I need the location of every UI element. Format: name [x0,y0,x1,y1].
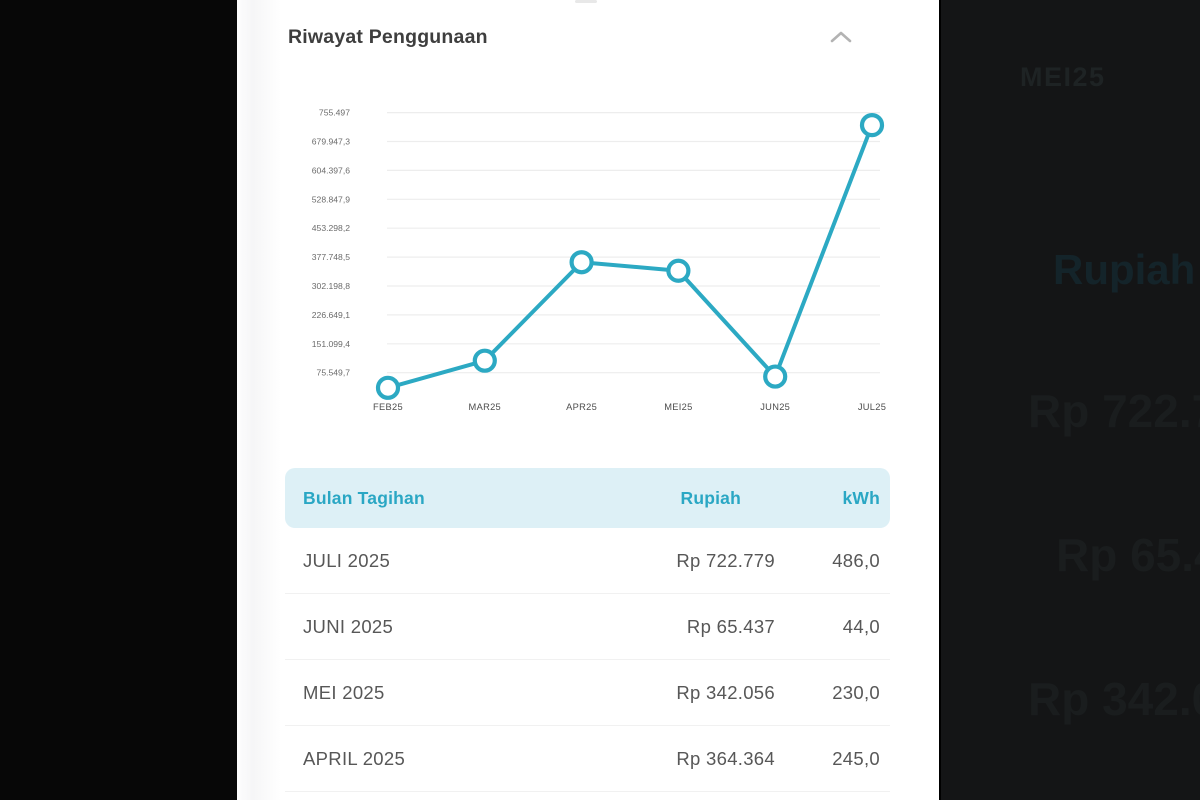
svg-text:377.748,5: 377.748,5 [312,252,350,262]
svg-text:151.099,4: 151.099,4 [312,339,350,349]
ghost-text: Rp 65.4 [1056,529,1200,581]
column-header-rupiah: Rupiah [680,487,741,508]
table-row[interactable]: JULI 2025 Rp 722.779 486,0 [285,528,890,594]
svg-text:MEI25: MEI25 [664,402,692,412]
svg-text:JUL25: JUL25 [858,402,886,412]
table-header-row: Bulan Tagihan Rupiah kWh [285,468,890,528]
cell-rupiah: Rp 65.437 [686,615,775,637]
ghost-text: Rp 342.0 [1028,673,1200,725]
svg-text:679.947,3: 679.947,3 [312,137,350,147]
cell-kwh: 245,0 [832,747,880,769]
table-row[interactable]: APRIL 2025 Rp 364.364 245,0 [285,726,890,792]
column-header-kwh: kWh [842,487,880,508]
cell-month: JUNI 2025 [303,615,394,637]
phone-screen: Riwayat Penggunaan 755.497 679.947,3 604.3… [237,0,939,800]
svg-text:JUN25: JUN25 [760,402,790,412]
svg-text:453.298,2: 453.298,2 [312,223,350,233]
svg-text:604.397,6: 604.397,6 [312,165,350,175]
svg-text:MAR25: MAR25 [469,402,502,412]
cell-month: APRIL 2025 [303,747,406,769]
svg-text:APR25: APR25 [566,402,597,412]
usage-line-chart: 755.497 679.947,3 604.397,6 528.847,9 453.29… [312,108,886,412]
svg-text:FEB25: FEB25 [373,402,403,412]
billing-history-table: Bulan Tagihan Rupiah kWh JULI 2025 Rp 72… [285,468,890,792]
cell-rupiah: Rp 722.779 [676,549,775,571]
cell-month: JULI 2025 [303,549,391,571]
svg-text:755.497: 755.497 [319,108,350,118]
svg-text:226.649,1: 226.649,1 [312,310,350,320]
usage-chart-container: 755.497 679.947,3 604.397,6 528.847,9 453.29… [292,96,888,422]
cell-rupiah: Rp 342.056 [676,681,775,703]
background-ghost-panel: MEI25 Rupiah Rp 722.7 Rp 65.4 Rp 342.0 [939,0,1200,800]
ghost-text: Rupiah [1053,246,1196,293]
ghost-text: Rp 722.7 [1028,385,1200,437]
ghost-text: MEI25 [1020,62,1106,92]
svg-text:302.198,8: 302.198,8 [312,281,350,291]
cell-month: MEI 2025 [303,681,385,703]
cell-kwh: 486,0 [832,549,880,571]
svg-text:75.549,7: 75.549,7 [317,368,351,378]
table-row[interactable]: MEI 2025 Rp 342.056 230,0 [285,660,890,726]
cell-kwh: 230,0 [832,681,880,703]
page-title: Riwayat Penggunaan [288,25,488,48]
chevron-up-icon[interactable] [828,29,854,45]
top-edge-artifact [575,0,597,3]
cell-kwh: 44,0 [842,615,880,637]
svg-text:528.847,9: 528.847,9 [312,194,350,204]
cell-rupiah: Rp 364.364 [676,747,775,769]
column-header-month: Bulan Tagihan [303,487,425,508]
usage-history-section-header[interactable]: Riwayat Penggunaan [288,22,888,52]
table-row[interactable]: JUNI 2025 Rp 65.437 44,0 [285,594,890,660]
